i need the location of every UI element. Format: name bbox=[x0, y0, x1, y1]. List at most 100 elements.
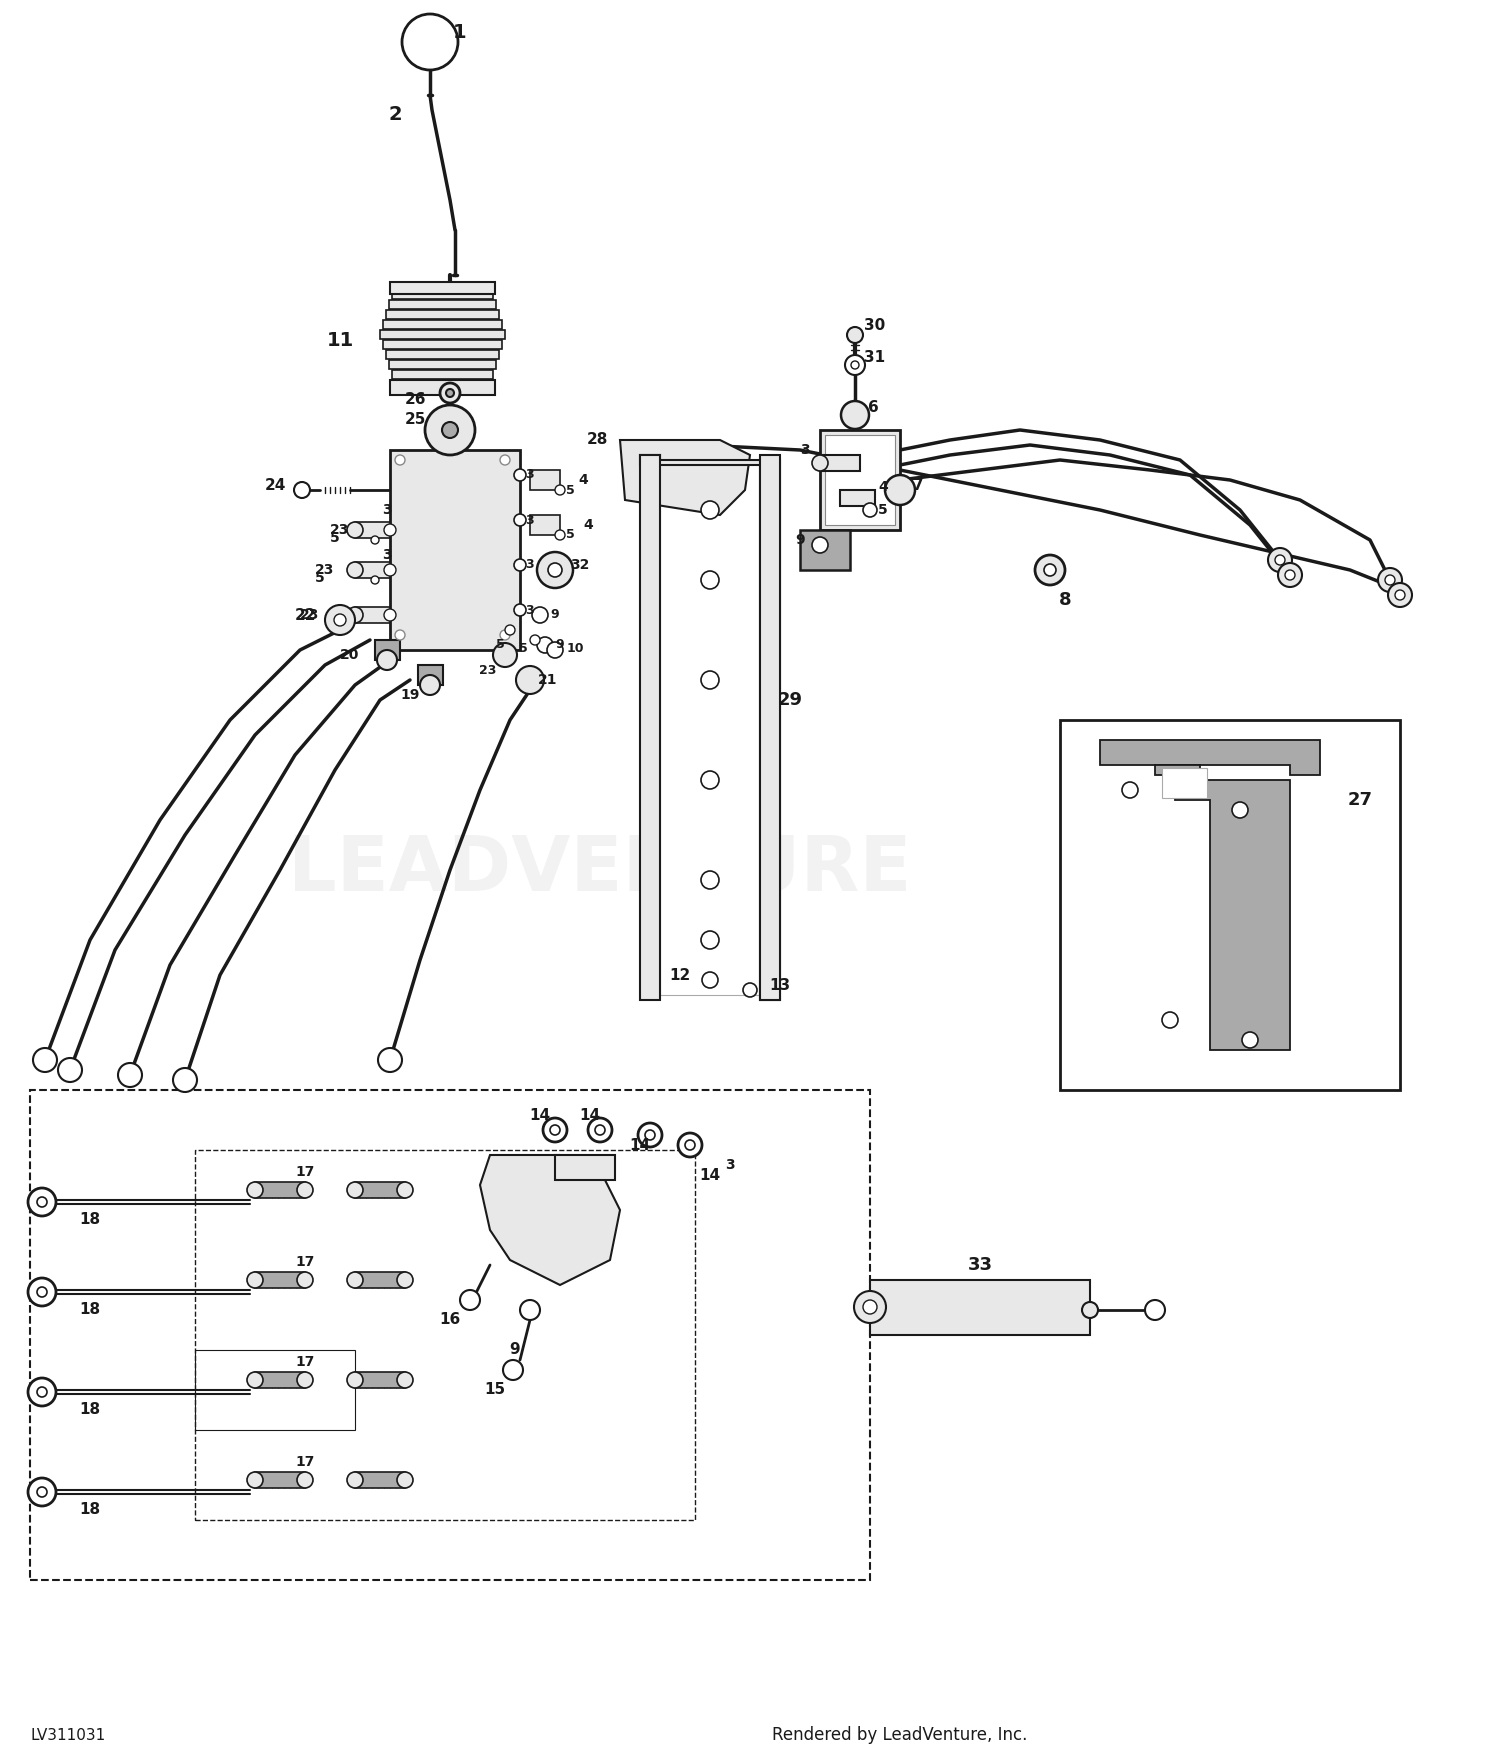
Text: 14: 14 bbox=[579, 1108, 600, 1122]
Text: 3: 3 bbox=[801, 443, 810, 457]
Circle shape bbox=[850, 360, 859, 369]
Bar bbox=[870, 1279, 1090, 1335]
Circle shape bbox=[346, 1372, 363, 1388]
Bar bbox=[840, 490, 874, 506]
Bar bbox=[419, 665, 442, 684]
Circle shape bbox=[700, 500, 718, 520]
Circle shape bbox=[742, 984, 758, 997]
Text: 3: 3 bbox=[525, 558, 534, 572]
Bar bbox=[356, 607, 390, 623]
Circle shape bbox=[1384, 576, 1395, 584]
Circle shape bbox=[844, 355, 865, 374]
Circle shape bbox=[494, 642, 517, 667]
Text: 17: 17 bbox=[296, 1166, 315, 1180]
Circle shape bbox=[248, 1181, 262, 1199]
Bar bbox=[825, 436, 896, 525]
Text: 16: 16 bbox=[440, 1312, 460, 1328]
Text: 5: 5 bbox=[330, 530, 340, 544]
Bar bbox=[356, 1372, 405, 1388]
Text: 9: 9 bbox=[510, 1342, 520, 1358]
Circle shape bbox=[248, 1472, 262, 1488]
Circle shape bbox=[842, 401, 868, 429]
Circle shape bbox=[460, 1290, 480, 1311]
Circle shape bbox=[503, 1360, 524, 1381]
Circle shape bbox=[853, 1292, 886, 1323]
Circle shape bbox=[847, 327, 862, 343]
Circle shape bbox=[506, 625, 515, 635]
Text: 14: 14 bbox=[699, 1167, 720, 1183]
Circle shape bbox=[398, 1472, 412, 1488]
Circle shape bbox=[297, 1272, 314, 1288]
Text: 14: 14 bbox=[628, 1138, 650, 1153]
Text: 4: 4 bbox=[584, 518, 592, 532]
Bar bbox=[255, 1181, 304, 1199]
Circle shape bbox=[702, 971, 718, 989]
Text: 15: 15 bbox=[484, 1382, 506, 1398]
Circle shape bbox=[1044, 564, 1056, 576]
Bar bbox=[195, 1349, 356, 1430]
Bar bbox=[255, 1372, 304, 1388]
Bar bbox=[356, 1181, 405, 1199]
Text: 23: 23 bbox=[330, 523, 350, 537]
Circle shape bbox=[500, 455, 510, 466]
Circle shape bbox=[28, 1479, 56, 1507]
Text: 3: 3 bbox=[724, 1158, 735, 1172]
Polygon shape bbox=[640, 455, 780, 999]
Circle shape bbox=[38, 1488, 46, 1496]
Circle shape bbox=[326, 606, 356, 635]
Circle shape bbox=[1388, 583, 1411, 607]
Text: 7: 7 bbox=[912, 478, 924, 492]
Circle shape bbox=[555, 530, 566, 541]
Polygon shape bbox=[480, 1155, 620, 1284]
Circle shape bbox=[346, 607, 363, 623]
Circle shape bbox=[700, 772, 718, 789]
Circle shape bbox=[370, 536, 380, 544]
Circle shape bbox=[1144, 1300, 1166, 1320]
Text: 18: 18 bbox=[80, 1302, 100, 1318]
Text: 3: 3 bbox=[525, 513, 534, 527]
Bar bbox=[390, 450, 520, 649]
Bar bbox=[394, 380, 490, 388]
Circle shape bbox=[678, 1132, 702, 1157]
Circle shape bbox=[548, 564, 562, 578]
Circle shape bbox=[346, 1272, 363, 1288]
Circle shape bbox=[297, 1472, 314, 1488]
Circle shape bbox=[384, 564, 396, 576]
Bar bbox=[356, 562, 390, 578]
Circle shape bbox=[118, 1062, 142, 1087]
Text: 3: 3 bbox=[525, 469, 534, 481]
Circle shape bbox=[420, 676, 440, 695]
Polygon shape bbox=[620, 439, 750, 514]
Text: 17: 17 bbox=[296, 1454, 315, 1468]
Circle shape bbox=[172, 1068, 196, 1092]
Bar bbox=[30, 1090, 870, 1580]
Circle shape bbox=[530, 635, 540, 646]
Text: 18: 18 bbox=[80, 1503, 100, 1517]
Circle shape bbox=[33, 1048, 57, 1073]
Circle shape bbox=[1275, 555, 1286, 565]
Circle shape bbox=[1268, 548, 1292, 572]
Text: 26: 26 bbox=[405, 392, 426, 408]
Circle shape bbox=[500, 630, 510, 640]
Text: 30: 30 bbox=[864, 317, 885, 332]
Text: LV311031: LV311031 bbox=[30, 1727, 105, 1743]
Bar bbox=[390, 380, 495, 396]
Text: 32: 32 bbox=[570, 558, 590, 572]
Circle shape bbox=[596, 1125, 604, 1136]
Bar bbox=[800, 530, 850, 570]
Circle shape bbox=[700, 570, 718, 590]
Circle shape bbox=[1286, 570, 1294, 579]
Polygon shape bbox=[1155, 765, 1290, 1050]
Circle shape bbox=[514, 514, 526, 527]
Circle shape bbox=[294, 481, 310, 499]
Circle shape bbox=[346, 1181, 363, 1199]
Circle shape bbox=[543, 1118, 567, 1143]
Circle shape bbox=[58, 1059, 82, 1082]
Circle shape bbox=[1242, 1032, 1258, 1048]
Text: 4: 4 bbox=[578, 473, 588, 487]
Bar bbox=[380, 331, 506, 340]
Text: 9: 9 bbox=[555, 639, 564, 651]
Text: 5: 5 bbox=[315, 570, 326, 584]
Text: 10: 10 bbox=[566, 642, 584, 654]
Circle shape bbox=[550, 1125, 560, 1136]
